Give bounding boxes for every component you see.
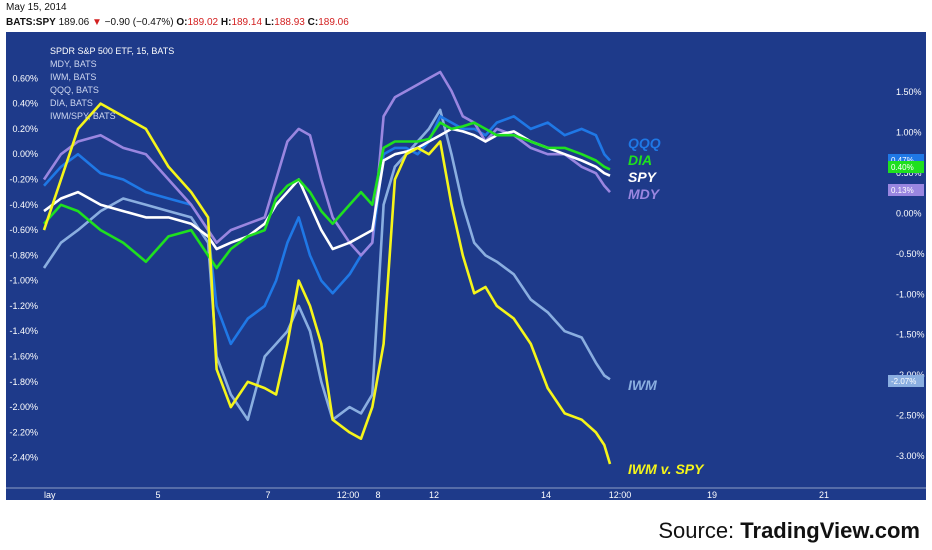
series-line-iwm[interactable] — [42, 108, 611, 421]
date-label: May 15, 2014 — [6, 2, 67, 13]
low-label: L: — [264, 17, 275, 28]
last-price: 189.06 — [58, 17, 90, 28]
x-axis-tick-label: 12:00 — [337, 490, 360, 500]
left-axis-tick-label: 0.40% — [12, 99, 38, 109]
legend-entry: MDY, BATS — [50, 59, 97, 69]
price-tag-label: 0.47% — [891, 156, 914, 165]
open-value: 189.02 — [187, 17, 219, 28]
chart-header: May 15, 2014 BATS:SPY 189.06 ▼ −0.90 (−0… — [6, 2, 926, 32]
series-label: QQQ — [628, 135, 661, 151]
x-axis-tick-label: 12 — [429, 490, 439, 500]
price-tag-label: -2.07% — [891, 377, 916, 386]
left-axis-tick-label: 0.60% — [12, 73, 38, 83]
line-chart[interactable]: 0.60% 0.40% 0.20% 0.00% -0.20% -0.40% -0.60% -0… — [0, 32, 932, 510]
left-axis-tick-label: 0.20% — [12, 124, 38, 134]
left-axis-tick-label: 0.00% — [12, 149, 38, 159]
down-triangle-icon: ▼ — [91, 17, 102, 28]
left-axis-tick-label: -2.00% — [9, 402, 38, 412]
price-change: −0.90 (−0.47%) — [104, 17, 174, 28]
series-line-dia[interactable] — [43, 121, 611, 270]
right-axis-tick-label: 0.50% — [896, 168, 922, 178]
open-label: O: — [176, 17, 188, 28]
series-label: MDY — [628, 186, 661, 202]
left-axis-tick-label: -0.40% — [9, 200, 38, 210]
source-credit: Source: TradingView.com — [658, 518, 920, 544]
symbol-label: BATS:SPY — [6, 17, 56, 28]
right-axis-tick-label: 1.00% — [896, 128, 922, 138]
x-axis-tick-label: 5 — [155, 490, 160, 500]
right-axis-tick-label: -1.50% — [896, 330, 925, 340]
x-axis-tick-label: lay — [44, 490, 56, 500]
quote-line: BATS:SPY 189.06 ▼ −0.90 (−0.47%) O:189.0… — [6, 17, 349, 28]
left-axis-tick-label: -1.00% — [9, 276, 38, 286]
close-value: 189.06 — [318, 17, 349, 28]
legend-entry: IWM, BATS — [50, 72, 96, 82]
left-axis-tick-label: -1.60% — [9, 352, 38, 362]
price-tag — [888, 375, 924, 387]
legend-entry: QQQ, BATS — [50, 85, 99, 95]
x-axis-tick-label: 7 — [265, 490, 270, 500]
right-axis-tick-label: 0.00% — [896, 208, 922, 218]
high-value: 189.14 — [231, 17, 263, 28]
right-axis-tick-label: -1.00% — [896, 289, 925, 299]
left-axis-tick-label: -0.20% — [9, 174, 38, 184]
source-name: TradingView.com — [740, 518, 920, 543]
series-label: SPY — [628, 169, 658, 185]
left-axis-tick-label: -2.40% — [9, 453, 38, 463]
series-label: DIA — [628, 152, 652, 168]
source-prefix: Source: — [658, 518, 741, 543]
right-axis-tick-label: 1.50% — [896, 87, 922, 97]
price-tag — [888, 184, 924, 196]
right-axis-tick-label: -2.50% — [896, 411, 925, 421]
series-line-mdy[interactable] — [42, 70, 611, 257]
left-axis-tick-label: -1.40% — [9, 326, 38, 336]
price-tag — [888, 161, 924, 173]
high-label: H: — [220, 17, 232, 28]
series-label: IWM v. SPY — [628, 461, 705, 477]
x-axis-tick-label: 14 — [541, 490, 551, 500]
series-line-spy[interactable] — [43, 127, 611, 251]
price-tag-label: 0.13% — [891, 186, 914, 195]
left-axis-tick-label: -0.60% — [9, 225, 38, 235]
left-axis-tick-label: -2.20% — [9, 427, 38, 437]
right-axis-tick-label: -3.00% — [896, 451, 925, 461]
right-axis-tick-label: -0.50% — [896, 249, 925, 259]
legend-entry: SPDR S&P 500 ETF, 15, BATS — [50, 46, 174, 56]
left-axis-tick-label: -0.80% — [9, 250, 38, 260]
low-value: 188.93 — [274, 17, 305, 28]
x-axis-tick-label: 8 — [375, 490, 380, 500]
legend-entry: DIA, BATS — [50, 98, 93, 108]
legend-entry: IWM/SPY, BATS — [50, 111, 116, 121]
left-axis-tick-label: -1.20% — [9, 301, 38, 311]
x-axis-tick-label: 12:00 — [609, 490, 632, 500]
close-label: C: — [307, 17, 319, 28]
x-axis-tick-label: 19 — [707, 490, 717, 500]
left-axis-tick-label: -1.80% — [9, 377, 38, 387]
series-line-iwm-v-spy[interactable] — [42, 102, 612, 465]
series-label: IWM — [628, 377, 657, 393]
x-axis-tick-label: 21 — [819, 490, 829, 500]
price-tag-label: 0.40% — [891, 163, 914, 172]
